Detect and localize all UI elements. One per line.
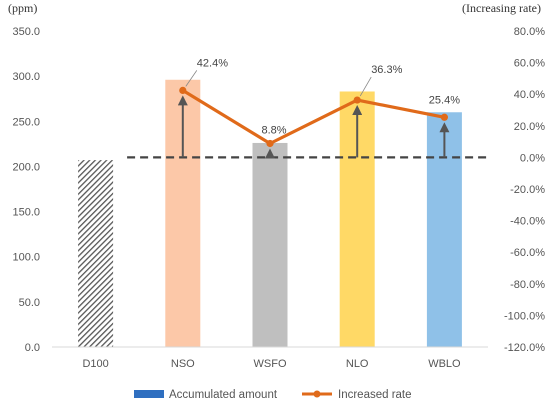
legend-marker-line: [313, 390, 321, 398]
left-tick-label: 300.0: [12, 71, 40, 83]
bar-d100: [78, 160, 114, 347]
left-axis-unit: (ppm): [8, 1, 37, 15]
label-leader-line: [359, 76, 372, 97]
left-tick-label: 100.0: [12, 252, 40, 264]
right-tick-label: -80.0%: [510, 279, 545, 291]
legend: Accumulated amount Increased rate: [134, 389, 412, 401]
legend-label-bar: Accumulated amount: [169, 389, 278, 401]
rate-data-label: 25.4%: [429, 94, 460, 106]
category-label: NSO: [171, 358, 195, 370]
bar-wsfo: [252, 142, 288, 347]
category-label: NLO: [346, 358, 369, 370]
line-point: [353, 96, 361, 104]
legend-swatch-bar: [134, 390, 164, 398]
right-tick-label: 60.0%: [514, 58, 545, 70]
right-tick-label: -60.0%: [510, 247, 545, 259]
left-tick-label: 0.0: [25, 342, 40, 354]
right-tick-label: -120.0%: [504, 342, 545, 354]
increase-arrows: [177, 95, 450, 159]
category-label: WBLO: [428, 358, 461, 370]
rate-data-label: 42.4%: [197, 57, 228, 69]
right-tick-label: 20.0%: [514, 121, 545, 133]
right-tick-label: -40.0%: [510, 216, 545, 228]
line-point: [440, 113, 448, 121]
left-axis: 0.0 50.0 100.0 150.0 200.0 250.0 300.0 350.0: [12, 26, 40, 354]
right-tick-label: -100.0%: [504, 310, 545, 322]
right-tick-label: 40.0%: [514, 89, 545, 101]
line-series: [179, 86, 448, 148]
rate-data-label: 36.3%: [371, 64, 402, 76]
x-axis: D100 NSO WSFO NLO WBLO: [82, 358, 461, 370]
left-tick-label: 250.0: [12, 116, 40, 128]
legend-label-line: Increased rate: [338, 389, 412, 401]
category-label: WSFO: [254, 358, 287, 370]
bar-series: [78, 79, 462, 348]
right-tick-label: 80.0%: [514, 26, 545, 38]
left-tick-label: 150.0: [12, 207, 40, 219]
left-tick-label: 200.0: [12, 161, 40, 173]
left-tick-label: 350.0: [12, 26, 40, 38]
right-tick-label: 0.0%: [520, 152, 545, 164]
increased-rate-line: [181, 89, 445, 146]
label-leader-line: [185, 70, 198, 87]
right-tick-label: -20.0%: [510, 184, 545, 196]
left-tick-label: 50.0: [19, 297, 40, 309]
category-label: D100: [82, 358, 108, 370]
right-axis: -120.0% -100.0% -80.0% -60.0% -40.0% -20.0% 0.…: [504, 26, 545, 354]
data-labels: 42.4% 8.8% 36.3% 25.4%: [185, 57, 460, 136]
right-axis-unit: (Increasing rate): [462, 1, 541, 15]
line-point: [266, 139, 274, 148]
line-point: [179, 86, 187, 95]
rate-data-label: 8.8%: [261, 124, 286, 136]
